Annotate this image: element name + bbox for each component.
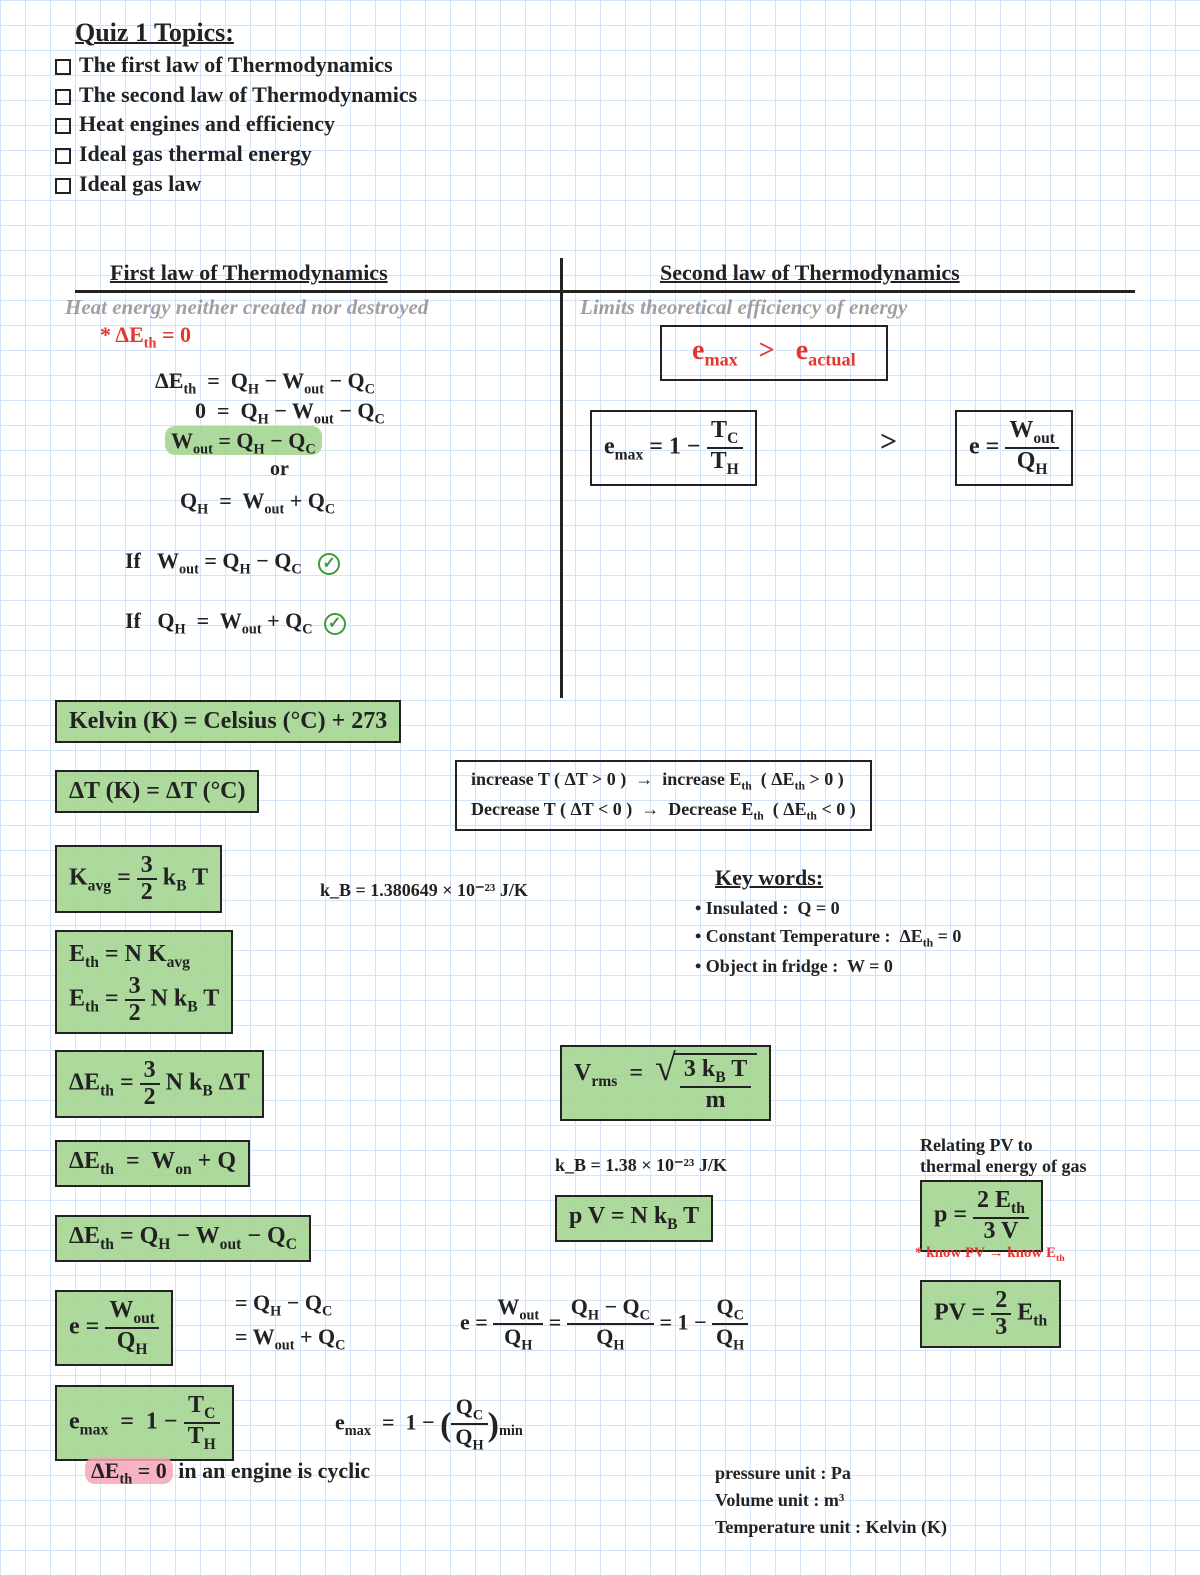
eth-box: Eth = N Kavg Eth = 32 N kB T <box>55 930 233 1034</box>
second-law-title: Second law of Thermodynamics <box>660 260 960 286</box>
checkbox-icon <box>55 89 71 105</box>
kavg-box: Kavg = 32 kB T <box>55 845 222 913</box>
e-formula: e = WoutQH <box>955 410 1073 486</box>
deth3-box: ΔEth = QH − Wout − QC <box>55 1215 311 1262</box>
keywords: • Insulated : Q = 0 • Constant Temperatu… <box>695 895 961 981</box>
divider <box>560 258 563 698</box>
checkbox-icon <box>55 148 71 164</box>
e-expand: = QH − QC = Wout + QC <box>235 1288 346 1355</box>
checkbox-icon <box>55 118 71 134</box>
page-title: Quiz 1 Topics: <box>75 18 234 48</box>
first-law-star: * ΔEth = 0 <box>100 322 191 352</box>
emax-alt: emax = 1 − (QCQH)min <box>335 1395 523 1454</box>
kb-const: k_B = 1.380649 × 10⁻²³ J/K <box>320 880 528 901</box>
first-law-title: First law of Thermodynamics <box>110 260 388 286</box>
emax-box2: emax = 1 − TCTH <box>55 1385 234 1461</box>
emax-formula: emax = 1 − TCTH <box>590 410 757 486</box>
deth2-box: ΔEth = Won + Q <box>55 1140 250 1187</box>
p-box: p = 2 Eth3 V <box>920 1180 1043 1252</box>
list-item: The first law of Thermodynamics <box>55 50 417 80</box>
divider <box>75 290 1135 293</box>
vrms-box: Vrms = √3 kB Tm <box>560 1045 771 1121</box>
keywords-title: Key words: <box>715 865 823 891</box>
incdec-box: increase T ( ΔT > 0 ) → increase Eth ( Δ… <box>455 760 872 831</box>
e-mid: e = WoutQH = QH − QCQH = 1 − QCQH <box>460 1295 748 1354</box>
kelvin-box: Kelvin (K) = Celsius (°C) + 273 <box>55 700 401 743</box>
relating-label: Relating PV tothermal energy of gas <box>920 1135 1086 1176</box>
cyclic-note: ΔEth = 0 in an engine is cyclic <box>85 1455 370 1490</box>
pv23-box: PV = 23 Eth <box>920 1280 1061 1348</box>
or-label: or <box>270 458 289 481</box>
first-law-sub: Heat energy neither created nor destroye… <box>65 295 428 320</box>
eq: Wout = QH − QC <box>165 425 322 460</box>
list-item: Ideal gas thermal energy <box>55 139 417 169</box>
eq-if: If Wout = QH − QC ✓ <box>125 545 340 580</box>
check-icon: ✓ <box>324 613 346 635</box>
topic-list: The first law of Thermodynamics The seco… <box>55 50 417 198</box>
list-item: Ideal gas law <box>55 169 417 199</box>
eq-if: If QH = Wout + QC ✓ <box>125 605 346 640</box>
eq: QH = Wout + QC <box>180 485 335 520</box>
pv-box: p V = N kB T <box>555 1195 713 1242</box>
deth1-box: ΔEth = 32 N kB ΔT <box>55 1050 264 1118</box>
second-law-sub: Limits theoretical efficiency of energy <box>580 295 907 320</box>
emax-gt-eactual: emax > eactual <box>660 325 888 381</box>
know-label: * know PV → know Eth <box>915 1245 1065 1264</box>
list-item: Heat engines and efficiency <box>55 109 417 139</box>
checkbox-icon <box>55 178 71 194</box>
e-box: e = WoutQH <box>55 1290 173 1366</box>
kb2: k_B = 1.38 × 10⁻²³ J/K <box>555 1155 727 1176</box>
list-item: The second law of Thermodynamics <box>55 80 417 110</box>
units: pressure unit : Pa Volume unit : m³ Temp… <box>715 1460 947 1541</box>
checkbox-icon <box>55 59 71 75</box>
check-icon: ✓ <box>318 553 340 575</box>
gt-sign: > <box>880 425 897 459</box>
dtk-box: ΔT (K) = ΔT (°C) <box>55 770 259 813</box>
